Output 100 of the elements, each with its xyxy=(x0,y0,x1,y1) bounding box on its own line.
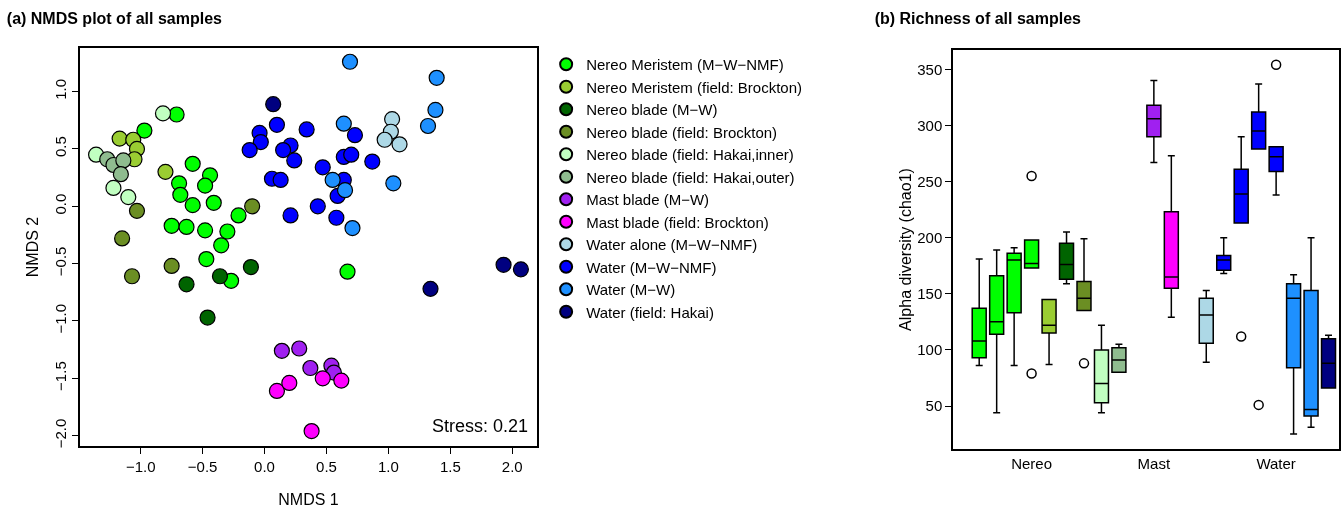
x-tick-label: 2.0 xyxy=(501,457,523,475)
point xyxy=(211,268,229,285)
annotation: Stress: 0.21 xyxy=(432,416,529,436)
x-tick-label: 0.0 xyxy=(254,457,275,475)
point xyxy=(120,189,137,206)
y-tick-label: −0.5 xyxy=(52,246,70,277)
point xyxy=(419,117,437,135)
y-tick-label: 200 xyxy=(917,228,943,246)
point xyxy=(291,340,308,357)
point xyxy=(328,209,345,226)
legend-label: Nereo blade (field: Hakai,inner) xyxy=(586,146,794,164)
point xyxy=(336,182,354,199)
point xyxy=(136,122,153,139)
point xyxy=(112,166,129,183)
x-tick-label: Nereo xyxy=(1011,454,1053,472)
point xyxy=(178,218,195,236)
point xyxy=(512,261,529,278)
point xyxy=(268,382,286,400)
point xyxy=(265,96,282,113)
point xyxy=(302,359,319,377)
point xyxy=(495,256,512,273)
x-tick-label: Mast xyxy=(1137,454,1171,472)
y-tick-label: 300 xyxy=(917,116,943,134)
y-tick-label: −2.0 xyxy=(52,418,70,449)
legend-label: Nereo Meristem (field: Brockton) xyxy=(586,78,803,96)
point xyxy=(105,179,122,197)
legend-label: Water (M−W) xyxy=(586,281,676,299)
x-tick-label: 1.5 xyxy=(439,457,461,475)
point xyxy=(286,152,303,169)
point xyxy=(115,152,132,169)
point xyxy=(114,230,131,247)
point xyxy=(252,133,269,151)
point xyxy=(199,309,216,326)
point xyxy=(335,115,352,132)
y-tick-label: 250 xyxy=(917,172,943,190)
y-tick-label: 350 xyxy=(917,60,943,78)
y-tick-label: 100 xyxy=(917,341,943,359)
point xyxy=(219,223,236,240)
legend-label: Mast blade (field: Brockton) xyxy=(586,213,769,231)
point xyxy=(241,141,258,159)
point xyxy=(324,171,341,188)
point xyxy=(213,237,230,254)
legend-label: Water alone (M−W−NMF) xyxy=(586,236,758,254)
x-tick-label: Water xyxy=(1256,454,1296,472)
point xyxy=(275,141,292,159)
legend-label: Nereo blade (field: Brockton) xyxy=(586,123,778,141)
point xyxy=(422,280,439,297)
legend-label: Mast blade (M−W) xyxy=(586,191,710,209)
point xyxy=(298,121,315,138)
point xyxy=(282,207,299,224)
y-tick-label: 0.5 xyxy=(52,136,70,158)
point xyxy=(157,163,174,180)
point xyxy=(385,175,402,192)
point xyxy=(273,342,290,359)
point xyxy=(168,106,185,123)
point xyxy=(244,198,261,215)
chart-title: (b) Richness of all samples xyxy=(874,9,1082,27)
legend-label: Nereo blade (M−W) xyxy=(586,101,718,119)
chart-title: (a) NMDS plot of all samples xyxy=(6,9,223,27)
legend-label: Nereo Meristem (M−W−NMF) xyxy=(586,56,784,74)
x-tick-label: 0.5 xyxy=(316,457,337,475)
point xyxy=(344,219,361,237)
point xyxy=(163,257,180,275)
y-axis-title: NMDS 2 xyxy=(23,216,41,278)
point xyxy=(205,194,222,211)
point xyxy=(198,250,215,268)
y-tick-label: 150 xyxy=(917,285,943,303)
point xyxy=(314,159,331,176)
point xyxy=(242,258,260,276)
point xyxy=(197,177,214,194)
point xyxy=(128,202,146,219)
point xyxy=(184,197,201,214)
y-tick-label: −1.0 xyxy=(52,303,70,334)
legend-label: Water (field: Hakai) xyxy=(586,303,714,321)
point xyxy=(178,276,195,293)
point xyxy=(272,171,289,188)
x-tick-label: 1.0 xyxy=(377,457,399,475)
point xyxy=(281,374,298,392)
legend-label: Nereo blade (field: Hakai,outer) xyxy=(586,168,795,186)
point xyxy=(123,268,141,285)
x-axis-title: NMDS 1 xyxy=(278,490,339,508)
x-tick-label: −1.0 xyxy=(125,457,156,475)
point xyxy=(364,153,381,170)
x-tick-label: −0.5 xyxy=(187,457,218,475)
point xyxy=(197,222,214,239)
point xyxy=(314,370,331,387)
y-tick-label: 1.0 xyxy=(52,78,70,100)
point xyxy=(428,69,445,86)
y-axis-title: Alpha diversity (chao1) xyxy=(896,168,914,331)
point xyxy=(309,198,326,215)
point xyxy=(339,263,356,280)
y-tick-label: 0.0 xyxy=(52,193,70,215)
point xyxy=(303,422,320,440)
point xyxy=(427,101,444,119)
point xyxy=(163,217,180,234)
point xyxy=(376,131,393,148)
point xyxy=(154,105,172,122)
point xyxy=(172,186,189,203)
point xyxy=(343,146,360,163)
point xyxy=(333,372,350,389)
